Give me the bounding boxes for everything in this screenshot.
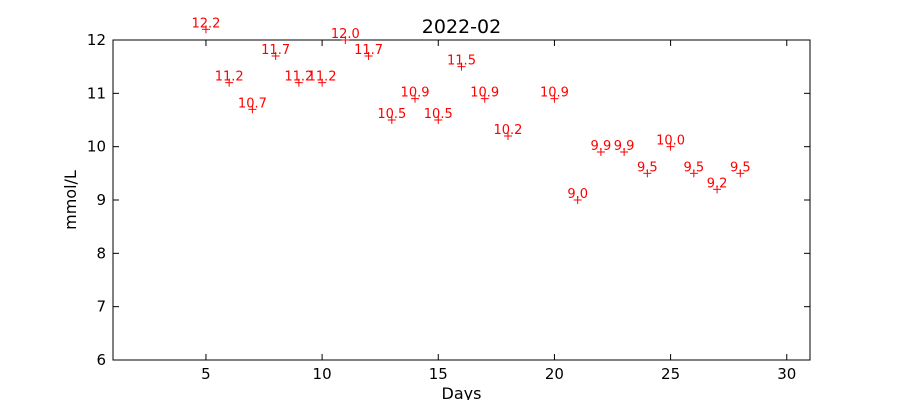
data-label: 11.7	[261, 43, 290, 58]
y-tick-label: 10	[87, 138, 106, 156]
data-label: 10.9	[401, 86, 430, 101]
data-point	[480, 94, 489, 103]
data-label: 11.2	[215, 70, 244, 85]
data-point	[318, 78, 327, 87]
y-tick-label: 7	[96, 298, 106, 316]
data-point	[411, 94, 420, 103]
data-point	[341, 36, 350, 44]
data-points	[201, 25, 745, 204]
y-axis-ticks: 6 7 8 9 10 11 12	[87, 31, 810, 369]
x-axis-title: Days	[442, 384, 482, 400]
chart-title: 2022-02	[422, 16, 501, 38]
y-tick-label: 9	[96, 191, 106, 209]
data-point	[364, 52, 373, 60]
data-label: 9.9	[591, 139, 612, 154]
data-point	[736, 169, 745, 178]
data-point	[457, 62, 466, 71]
data-label: 9.5	[730, 160, 751, 175]
data-label: 9.5	[683, 160, 704, 175]
x-tick-label: 5	[201, 365, 211, 383]
y-tick-label: 8	[96, 244, 106, 262]
x-tick-label: 10	[313, 365, 332, 383]
data-label: 9.9	[614, 139, 635, 154]
data-point	[387, 116, 396, 124]
data-label: 12.0	[331, 27, 360, 42]
data-point	[643, 169, 652, 178]
data-point	[620, 148, 629, 156]
data-label: 10.2	[493, 123, 522, 138]
data-label: 11.7	[354, 43, 383, 58]
y-axis-title: mmol/L	[61, 170, 80, 230]
data-label: 10.9	[470, 86, 499, 101]
data-label: 10.0	[656, 134, 685, 149]
data-point	[248, 105, 257, 114]
x-axis-ticks: 5 10 15 20 25 30	[201, 40, 796, 383]
data-label: 9.2	[707, 176, 728, 191]
y-tick-label: 6	[96, 351, 106, 369]
data-point	[271, 52, 280, 60]
data-point	[689, 169, 698, 178]
data-point	[596, 148, 605, 156]
data-point	[573, 196, 582, 204]
data-point	[294, 78, 303, 87]
y-tick-label: 11	[87, 84, 106, 102]
data-label: 10.9	[540, 86, 569, 101]
data-label: 11.2	[284, 70, 313, 85]
data-label: 12.2	[191, 16, 220, 31]
data-labels: 12.211.210.711.711.211.212.011.710.510.9…	[191, 16, 750, 202]
data-point	[434, 116, 443, 124]
data-point	[713, 185, 722, 194]
data-label: 11.2	[308, 70, 337, 85]
data-label: 9.5	[637, 160, 658, 175]
x-tick-label: 15	[429, 365, 448, 383]
data-point	[503, 132, 512, 140]
data-label: 10.7	[238, 96, 267, 111]
x-tick-label: 30	[777, 365, 796, 383]
x-tick-label: 25	[661, 365, 680, 383]
data-label: 9.0	[567, 187, 588, 202]
data-point	[201, 25, 210, 34]
x-tick-label: 20	[545, 365, 564, 383]
data-label: 10.5	[424, 107, 453, 122]
data-label: 10.5	[377, 107, 406, 122]
data-point	[225, 78, 234, 87]
data-point	[666, 142, 675, 151]
data-point	[550, 94, 559, 103]
y-tick-label: 12	[87, 31, 106, 49]
data-label: 11.5	[447, 54, 476, 69]
